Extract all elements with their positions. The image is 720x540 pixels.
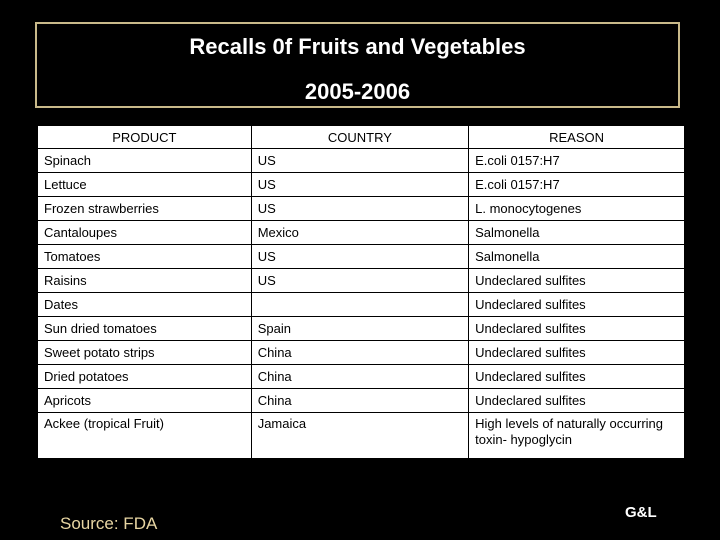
cell-country: Jamaica bbox=[250, 412, 470, 459]
cell-country: Spain bbox=[250, 316, 470, 341]
cell-reason: High levels of naturally occurring toxin… bbox=[468, 412, 685, 459]
cell-country: US bbox=[250, 148, 470, 173]
recalls-table: PRODUCT COUNTRY REASON Spinach US E.coli… bbox=[37, 126, 685, 459]
cell-product: Sweet potato strips bbox=[37, 340, 252, 365]
cell-reason: Salmonella bbox=[468, 244, 685, 269]
table-row: Cantaloupes Mexico Salmonella bbox=[37, 220, 685, 245]
table-row: Raisins US Undeclared sulfites bbox=[37, 268, 685, 293]
table-row: Spinach US E.coli 0157:H7 bbox=[37, 148, 685, 173]
cell-reason: Undeclared sulfites bbox=[468, 292, 685, 317]
cell-reason: E.coli 0157:H7 bbox=[468, 172, 685, 197]
table-row: Dates Undeclared sulfites bbox=[37, 292, 685, 317]
cell-product: Sun dried tomatoes bbox=[37, 316, 252, 341]
cell-reason: Undeclared sulfites bbox=[468, 364, 685, 389]
author-badge: G&L bbox=[625, 504, 657, 521]
cell-product: Spinach bbox=[37, 148, 252, 173]
table-row: Sun dried tomatoes Spain Undeclared sulf… bbox=[37, 316, 685, 341]
cell-country: China bbox=[250, 364, 470, 389]
source-caption: Source: FDA bbox=[60, 514, 158, 533]
cell-country: US bbox=[250, 244, 470, 269]
cell-country bbox=[250, 292, 470, 317]
cell-reason: E.coli 0157:H7 bbox=[468, 148, 685, 173]
header-reason: REASON bbox=[468, 126, 685, 149]
cell-country: Mexico bbox=[250, 220, 470, 245]
table-row: Tomatoes US Salmonella bbox=[37, 244, 685, 269]
cell-country: China bbox=[250, 340, 470, 365]
cell-reason: Undeclared sulfites bbox=[468, 316, 685, 341]
cell-reason: L. monocytogenes bbox=[468, 196, 685, 221]
cell-country: China bbox=[250, 388, 470, 413]
cell-product: Raisins bbox=[37, 268, 252, 293]
cell-product: Lettuce bbox=[37, 172, 252, 197]
cell-country: US bbox=[250, 268, 470, 293]
cell-product: Apricots bbox=[37, 388, 252, 413]
cell-product: Cantaloupes bbox=[37, 220, 252, 245]
table-row: Frozen strawberries US L. monocytogenes bbox=[37, 196, 685, 221]
cell-product: Frozen strawberries bbox=[37, 196, 252, 221]
table-row: Apricots China Undeclared sulfites bbox=[37, 388, 685, 413]
cell-reason: Undeclared sulfites bbox=[468, 388, 685, 413]
cell-reason: Undeclared sulfites bbox=[468, 268, 685, 293]
cell-product: Dates bbox=[37, 292, 252, 317]
header-country: COUNTRY bbox=[250, 126, 470, 149]
cell-country: US bbox=[250, 196, 470, 221]
cell-country: US bbox=[250, 172, 470, 197]
cell-reason: Salmonella bbox=[468, 220, 685, 245]
slide-title: Recalls 0f Fruits and Vegetables bbox=[189, 34, 526, 59]
slide-subtitle-years: 2005-2006 bbox=[304, 79, 411, 104]
header-product: PRODUCT bbox=[37, 126, 252, 149]
cell-product: Ackee (tropical Fruit) bbox=[37, 412, 252, 459]
cell-reason: Undeclared sulfites bbox=[468, 340, 685, 365]
table-row: Ackee (tropical Fruit) Jamaica High leve… bbox=[37, 412, 685, 459]
cell-product: Tomatoes bbox=[37, 244, 252, 269]
title-box: Recalls 0f Fruits and Vegetables 2005-20… bbox=[35, 22, 680, 108]
table-row: Lettuce US E.coli 0157:H7 bbox=[37, 172, 685, 197]
table-header-row: PRODUCT COUNTRY REASON bbox=[37, 126, 685, 149]
cell-product: Dried potatoes bbox=[37, 364, 252, 389]
table-row: Sweet potato strips China Undeclared sul… bbox=[37, 340, 685, 365]
table-row: Dried potatoes China Undeclared sulfites bbox=[37, 364, 685, 389]
